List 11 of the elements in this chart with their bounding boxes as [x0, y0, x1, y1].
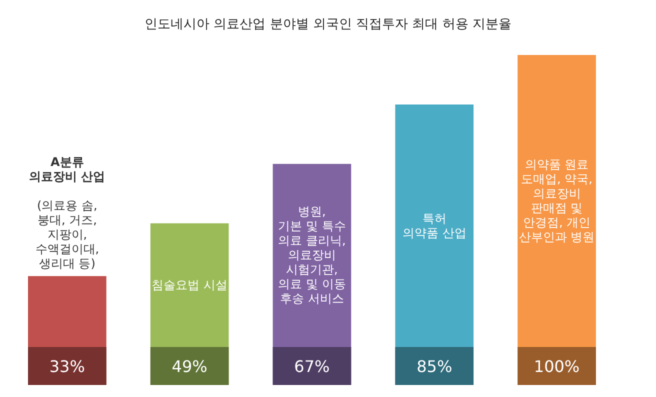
x-tick-label: 특허 의약품 산업	[402, 211, 466, 240]
data-label: 49%	[172, 357, 208, 376]
x-tick-label: 의약품 원료 도매업, 약국, 의료장비 판매점 및 안경점, 개인 산부인과 병원	[518, 158, 595, 244]
data-label: 100%	[534, 357, 580, 376]
category-label: A분류 의료장비 산업 (의료용 솜, 붕대, 거즈, 지팡이, 수액걸이대, 생리대 등)	[29, 155, 106, 271]
chart-title: 인도네시아 의료산업 분야별 외국인 직접투자 최대 허용 지분율	[144, 17, 512, 32]
data-label: 85%	[416, 357, 452, 376]
data-label: 33%	[49, 357, 85, 376]
x-tick-label: 병원, 기본 및 특수 의료 클리닉, 의료장비 시험기관, 의료 및 이동 후송 서비스	[278, 204, 346, 306]
data-label: 67%	[294, 357, 330, 376]
x-tick-label: 침술요법 시설	[152, 278, 228, 292]
